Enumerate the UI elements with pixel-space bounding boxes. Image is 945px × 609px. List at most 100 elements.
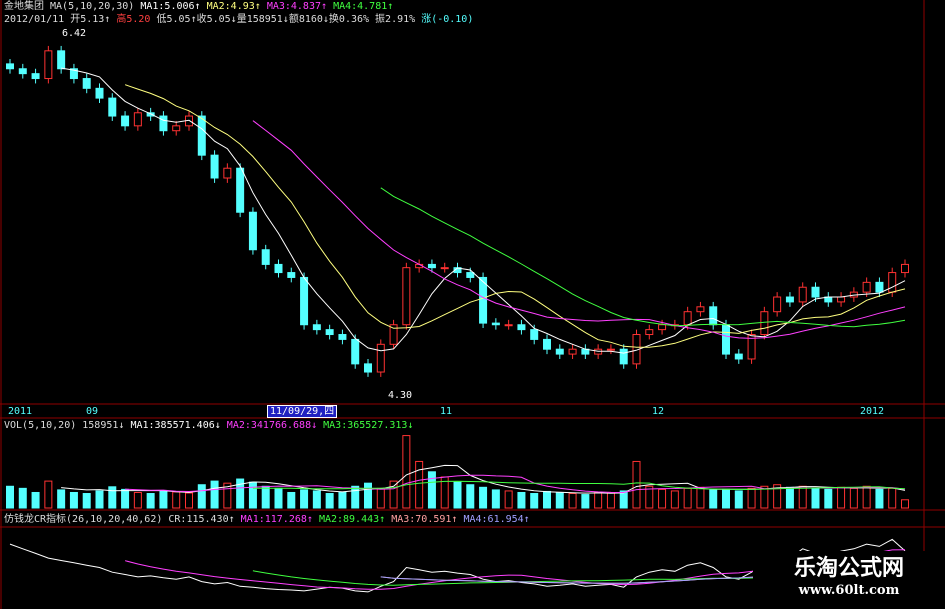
- candle-down: [261, 249, 270, 265]
- date-label-12: 12: [652, 406, 665, 417]
- volume-bar: [568, 493, 577, 509]
- volume-bar: [581, 494, 590, 509]
- volume-bar: [82, 493, 91, 509]
- header-item: MA3:365527.313↓: [323, 420, 414, 431]
- volume-bar: [274, 487, 283, 509]
- volume-bar: [236, 478, 245, 509]
- volume-bar: [146, 493, 155, 509]
- volume-bar: [619, 490, 628, 509]
- volume-bar: [709, 489, 718, 509]
- candle-down: [338, 334, 347, 340]
- candle-down: [479, 276, 488, 324]
- date-label-11: 11: [440, 406, 453, 417]
- candle-down: [466, 272, 475, 278]
- date-label-2011: 2011: [8, 406, 33, 417]
- candle-up: [773, 296, 782, 313]
- volume-bar: [696, 486, 705, 509]
- header-item: MA1:385571.406↓: [130, 420, 221, 431]
- price-header-line1: 金地集团 MA(5,10,20,30) MA1:5.006↑ MA2:4.93↑…: [4, 1, 393, 13]
- candle-down: [57, 50, 66, 70]
- volume-bar: [376, 487, 385, 509]
- volume-bar: [172, 491, 181, 509]
- candle-down: [274, 263, 283, 274]
- volume-bar: [645, 485, 654, 509]
- volume-bar: [670, 490, 679, 509]
- candle-down: [95, 87, 104, 99]
- header-item: MA2:89.443↑: [318, 514, 386, 525]
- volume-bar: [121, 488, 130, 509]
- header-item: MA2:4.93↑: [206, 1, 261, 12]
- candle-up: [645, 329, 654, 336]
- candle-up: [389, 324, 398, 345]
- volume-bar: [785, 486, 794, 509]
- volume-bar: [197, 484, 206, 509]
- candle-down: [619, 348, 628, 365]
- header-item: MA1:5.006↑: [140, 1, 201, 12]
- volume-header: VOL(5,10,20) 158951↓ MA1:385571.406↓ MA2…: [4, 420, 413, 432]
- volume-bar: [95, 490, 104, 509]
- volume-bar: [44, 480, 53, 509]
- volume-bar: [415, 460, 424, 509]
- volume-bar: [683, 487, 692, 509]
- candle-up: [837, 296, 846, 303]
- volume-bar: [69, 491, 78, 509]
- candle-down: [811, 286, 820, 298]
- volume-bar: [31, 491, 40, 509]
- volume-bar: [108, 486, 117, 509]
- candle-up: [747, 334, 756, 360]
- header-item: 2012/01/11 开5.13↑: [4, 14, 111, 25]
- volume-bar: [57, 489, 66, 509]
- candle-up: [44, 50, 53, 80]
- header-item: 涨(-0.10): [421, 14, 474, 25]
- candle-down: [108, 97, 117, 117]
- candle-up: [568, 348, 577, 355]
- volume-bar: [504, 490, 513, 509]
- candle-down: [248, 211, 257, 251]
- candle-down: [300, 276, 309, 326]
- candle-down: [6, 63, 14, 70]
- header-item: MA2:341766.688↓: [226, 420, 318, 431]
- candle-down: [785, 296, 794, 303]
- ma30-line: [380, 187, 906, 328]
- candle-down: [82, 78, 91, 89]
- candle-down: [287, 272, 296, 278]
- candle-down: [210, 154, 219, 179]
- header-item: MA4:4.781↑: [333, 1, 394, 12]
- ma5-line: [61, 67, 906, 354]
- candle-down: [351, 338, 360, 365]
- volume-bar: [491, 489, 500, 509]
- candle-down: [427, 263, 436, 269]
- date-cursor-label: 11/09/29,四: [266, 405, 338, 418]
- candle-down: [491, 322, 500, 326]
- header-item: 金地集团 MA(5,10,20,30): [4, 1, 135, 12]
- header-item: MA1:117.268↑: [240, 514, 313, 525]
- volume-bar: [312, 490, 321, 509]
- watermark: 乐淘公式网 www.60lt.com: [753, 551, 945, 609]
- volume-bar: [223, 482, 232, 509]
- volume-bar: [824, 488, 833, 509]
- low-price-label: 4.30: [388, 390, 413, 401]
- volume-bar: [517, 491, 526, 509]
- candle-up: [696, 306, 705, 313]
- candle-up: [658, 324, 667, 331]
- candle-up: [683, 311, 692, 326]
- candle-down: [197, 115, 206, 156]
- volume-bar: [811, 487, 820, 509]
- watermark-name: 乐淘公式网: [793, 556, 904, 581]
- volume-bar: [888, 487, 897, 509]
- volume-bar: [338, 491, 347, 509]
- candle-up: [440, 267, 449, 270]
- volume-bar: [6, 485, 14, 509]
- volume-bar: [325, 493, 334, 509]
- volume-bar: [862, 485, 871, 509]
- volume-bar: [530, 493, 539, 509]
- ma20-line: [252, 120, 906, 339]
- volume-bar: [287, 491, 296, 509]
- candle-up: [376, 343, 385, 373]
- volume-bar: [133, 491, 142, 509]
- candle-down: [18, 68, 27, 75]
- header-item: 高5.20: [116, 14, 151, 25]
- volume-bar: [402, 435, 411, 509]
